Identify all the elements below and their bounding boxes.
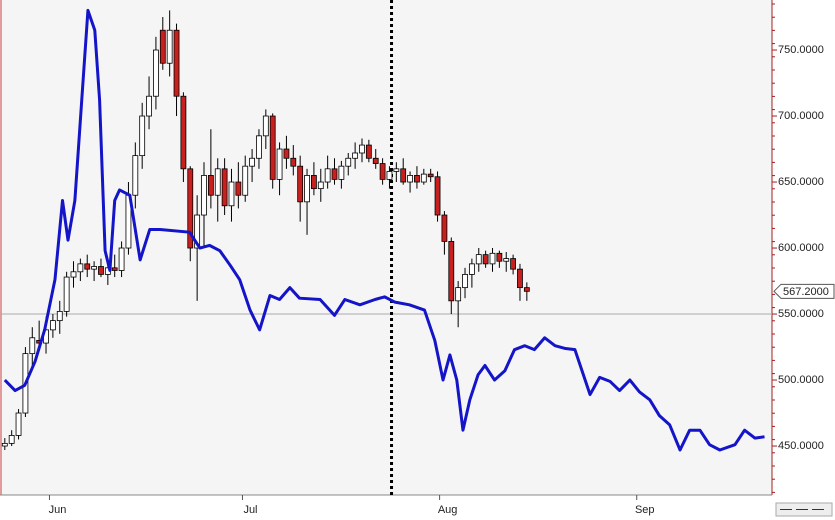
y-tick-label: 450.0000 [778, 440, 824, 452]
candle-body [468, 263, 475, 275]
candle-body [414, 175, 420, 183]
candle-body [132, 155, 139, 196]
candle-body [393, 168, 400, 172]
last-price-box [773, 283, 835, 299]
y-tick-label: 500.0000 [778, 374, 824, 386]
candle-body [517, 268, 523, 289]
candle-body [214, 168, 221, 196]
candle-body [304, 175, 310, 203]
candle-body [462, 274, 468, 289]
candle-body [407, 175, 413, 183]
candle-body [365, 144, 372, 159]
candle-body [297, 165, 304, 203]
candle-body [15, 412, 22, 436]
candle-body [489, 252, 496, 265]
candle-body [118, 247, 125, 271]
candle-body [482, 254, 489, 265]
plot-area [0, 0, 772, 495]
candle-body [91, 266, 98, 270]
candle-body [98, 266, 104, 275]
last-price-label: 567.2000 [783, 286, 829, 298]
candle-body [70, 271, 77, 278]
y-tick-label: 750.0000 [778, 44, 824, 56]
candle-body [283, 148, 290, 159]
candle-body [242, 165, 249, 196]
candle-body [372, 157, 379, 164]
y-tick-label: 700.0000 [778, 110, 824, 122]
candle-body [317, 181, 324, 190]
candle-body [235, 181, 242, 196]
candle-body [359, 144, 365, 154]
candle-body [29, 337, 36, 355]
candle-body [427, 173, 434, 178]
scroll-buttons[interactable] [775, 502, 833, 517]
candle-body [84, 263, 91, 270]
candle-body [455, 287, 462, 302]
indicator-line [3, 8, 765, 452]
candle-body [448, 241, 455, 302]
candle-body [269, 115, 276, 180]
candle-body [249, 157, 255, 167]
candle-body [434, 176, 441, 216]
candle-body [420, 173, 427, 183]
candle-body [441, 214, 448, 242]
x-tick-label: Sep [635, 504, 655, 516]
candle-body [262, 115, 269, 137]
candle-body [386, 171, 393, 180]
candle-body [187, 168, 194, 249]
candle-body [256, 135, 262, 159]
price-axis [772, 0, 835, 520]
candle-body [311, 175, 317, 190]
candle-body [139, 115, 146, 157]
candle-body [63, 276, 70, 312]
candle-body [475, 254, 482, 265]
candle-body [276, 148, 283, 180]
candle-body [379, 163, 386, 180]
candle-body [166, 29, 173, 64]
candle-body [111, 267, 118, 271]
x-tick-label: Jul [243, 504, 257, 516]
candle-body [56, 310, 63, 322]
x-tick-label: Aug [438, 504, 458, 516]
candle-body [338, 165, 345, 180]
candle-body [201, 175, 207, 216]
candle-body [180, 95, 187, 170]
candle-body [290, 157, 297, 167]
candle-body [77, 263, 84, 273]
y-tick-label: 600.0000 [778, 242, 824, 254]
candle-body [49, 320, 56, 331]
candle-body [173, 29, 180, 97]
candle-body [324, 168, 331, 183]
candle-body [496, 252, 503, 262]
x-tick-label: Jun [49, 504, 67, 516]
time-axis [0, 495, 772, 520]
candle-body [153, 49, 159, 97]
candle-body [221, 168, 228, 207]
candle-body [400, 168, 407, 183]
y-tick-label: 550.0000 [778, 308, 824, 320]
candle-body [159, 29, 166, 64]
candle-body [194, 214, 201, 249]
y-tick-label: 650.0000 [778, 176, 824, 188]
candle-body [207, 175, 214, 196]
candle-body [352, 152, 359, 159]
candle-body [8, 435, 15, 444]
candle-body [503, 258, 510, 262]
candle-body [1, 442, 8, 447]
candle-body [331, 168, 338, 180]
candle-body [523, 287, 530, 292]
candle-body [345, 157, 352, 167]
candle-body [510, 258, 517, 270]
candle-body [228, 181, 235, 207]
candle-body [146, 95, 152, 117]
